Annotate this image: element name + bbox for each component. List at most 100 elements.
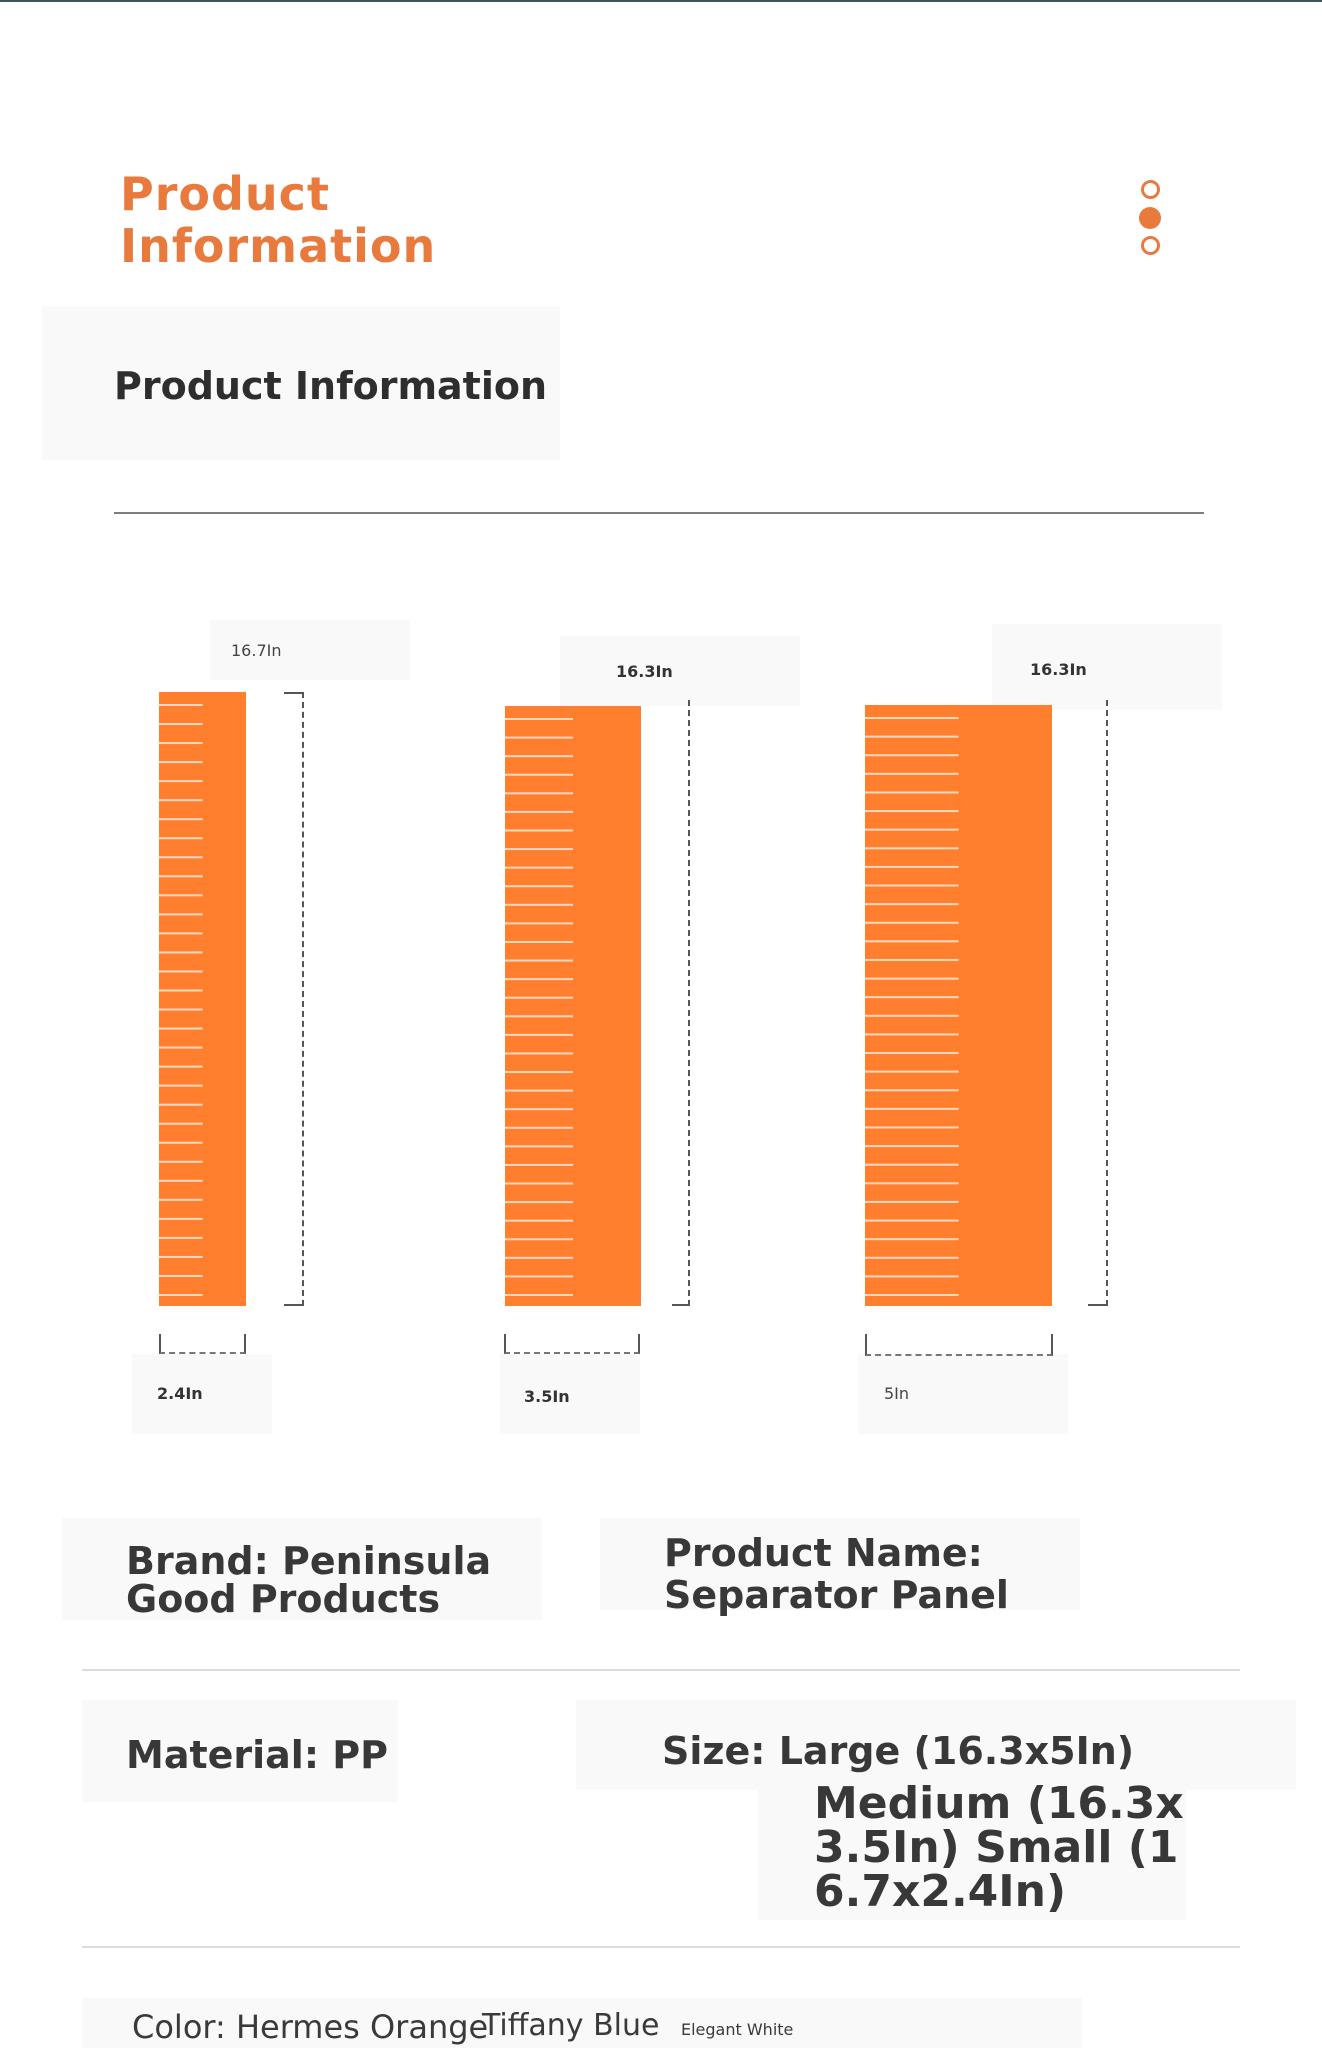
section-divider: [114, 512, 1204, 514]
dot-ring-icon: [1141, 180, 1160, 199]
panel-body: [159, 692, 246, 1306]
panel-slot: [505, 1163, 573, 1166]
separator-panel-graphic: [865, 705, 1052, 1306]
panel-slot: [865, 1219, 959, 1222]
panel-slot: [159, 1294, 203, 1296]
panel-slot: [865, 1052, 959, 1055]
panel-slot: [505, 829, 573, 832]
color-option-tiffany-blue: Tiffany Blue: [482, 2008, 660, 2043]
panel-slot: [505, 810, 573, 813]
width-dimension-line: [865, 1334, 1053, 1356]
separator-panel-large: [865, 705, 1052, 1306]
dot-ring-icon: [1141, 236, 1160, 255]
panel-slot: [505, 1145, 573, 1148]
panel-slot: [159, 1274, 203, 1277]
panel-slot: [865, 847, 959, 850]
panel-slot: [159, 1160, 203, 1163]
product-name-spec: Product Name: Separator Panel: [664, 1531, 1009, 1617]
panel-slot: [865, 1294, 959, 1296]
panel-slot: [159, 1198, 203, 1201]
panel-slot: [159, 951, 203, 954]
hero-title-line2: Information: [120, 219, 437, 273]
brand-spec: Brand: Peninsula Good Products: [126, 1539, 492, 1621]
panel-slot: [505, 1256, 573, 1259]
panel-slot: [505, 1071, 573, 1074]
panel-slot: [865, 921, 959, 924]
panel-slot: [505, 1108, 573, 1111]
panel-slot: [865, 1238, 959, 1241]
panel-slot: [159, 723, 203, 726]
color-spec: Color: Hermes Orange: [132, 2008, 489, 2046]
panel-slot: [159, 1065, 203, 1068]
height-label: 16.7In: [231, 641, 282, 660]
panel-slot: [159, 780, 203, 783]
panel-slot: [505, 1238, 573, 1241]
panel-slot: [159, 1179, 203, 1182]
top-border: [0, 0, 1322, 2]
panel-slot: [865, 903, 959, 906]
panel-slot: [865, 791, 959, 794]
panel-slot: [159, 894, 203, 897]
panel-slot: [865, 717, 959, 719]
panel-body: [865, 705, 1052, 1306]
height-label: 16.3In: [1030, 660, 1087, 679]
spec-panel: [82, 1998, 1082, 2048]
panel-slot: [865, 1182, 959, 1185]
panel-slot: [865, 828, 959, 831]
panel-slot: [159, 1103, 203, 1106]
panel-slot: [505, 1219, 573, 1222]
label-panel: [858, 1354, 1068, 1434]
panel-slot: [865, 1089, 959, 1092]
panel-slot: [865, 1163, 959, 1166]
spec-panel: [62, 1518, 542, 1620]
panel-slot: [865, 1107, 959, 1110]
panel-slot: [505, 922, 573, 925]
panel-slot: [159, 856, 203, 859]
height-dimension-line: [284, 692, 304, 1306]
hero-title-line1: Product: [120, 167, 330, 221]
spec-divider: [82, 1669, 1240, 1671]
color-option-elegant-white: Elegant White: [681, 2020, 794, 2039]
panel-slot: [505, 1182, 573, 1185]
panel-slot: [505, 978, 573, 981]
hero-title: Product Information: [120, 168, 436, 272]
panel-slot: [505, 1033, 573, 1036]
label-panel: [132, 1354, 272, 1434]
material-spec: Material: PP: [126, 1733, 388, 1777]
panel-slot: [159, 1027, 203, 1030]
panel-slot: [505, 996, 573, 999]
spec-panel: [82, 1700, 398, 1802]
panel-slot: [865, 977, 959, 980]
panel-slot: [865, 1275, 959, 1278]
panel-slot: [159, 875, 203, 878]
three-dots-vertical-icon[interactable]: [1137, 180, 1163, 260]
width-label: 5In: [884, 1384, 910, 1403]
size-spec-small: 3.5In) Small (1: [814, 1822, 1179, 1873]
panel-slot: [865, 1126, 959, 1129]
panel-slot: [159, 818, 203, 821]
panel-slot: [159, 1236, 203, 1239]
panel-slot: [505, 1275, 573, 1278]
panel-slot: [159, 761, 203, 764]
panel-slot: [865, 735, 959, 738]
label-panel: [500, 1354, 640, 1434]
panel-slot: [865, 958, 959, 961]
panel-slot: [865, 996, 959, 999]
panel-slot: [865, 1033, 959, 1036]
panel-slot: [505, 736, 573, 739]
panel-slot: [159, 970, 203, 973]
spec-panel: [576, 1700, 1296, 1790]
panel-slot: [159, 1084, 203, 1087]
panel-slot: [505, 1015, 573, 1018]
size-spec-medium: Medium (16.3x: [814, 1778, 1184, 1829]
panel-slot: [159, 1008, 203, 1011]
width-label: 3.5In: [524, 1387, 570, 1406]
panel-slot: [159, 913, 203, 916]
panel-slot: [865, 772, 959, 775]
label-panel: [560, 636, 800, 706]
separator-panel-small: [159, 692, 246, 1306]
panel-slot: [865, 1070, 959, 1073]
panel-slot: [505, 773, 573, 776]
panel-slot: [505, 866, 573, 869]
panel-slot: [865, 754, 959, 757]
